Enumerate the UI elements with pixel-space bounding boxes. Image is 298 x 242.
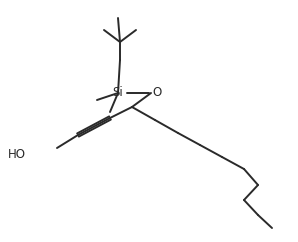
Text: O: O <box>152 86 162 99</box>
Text: Si: Si <box>113 86 123 99</box>
Text: HO: HO <box>8 149 26 161</box>
